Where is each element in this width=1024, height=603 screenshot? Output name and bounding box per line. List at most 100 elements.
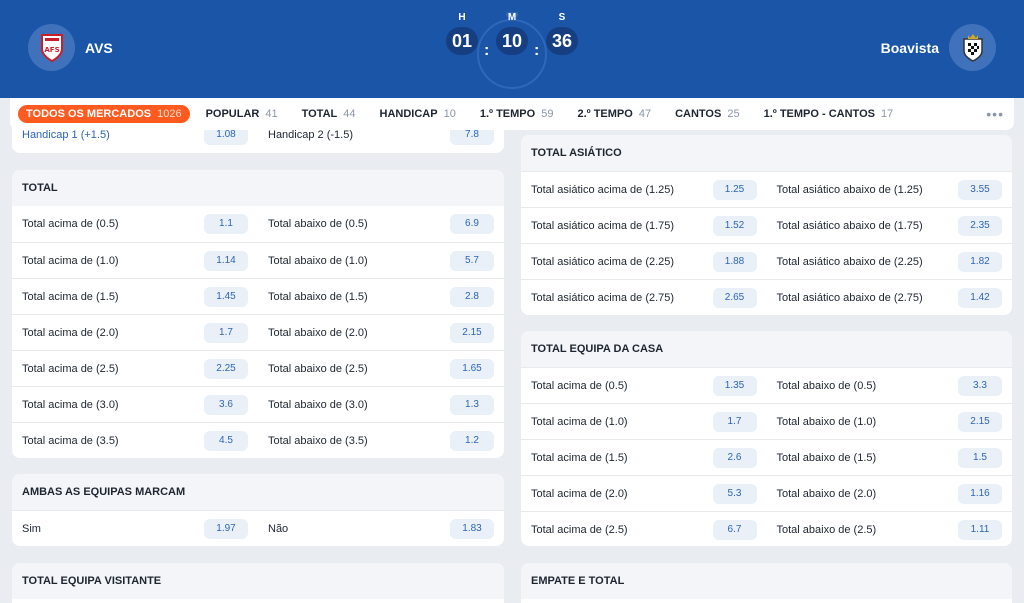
odd-button[interactable]: 3.55 xyxy=(958,179,1002,200)
total-asiatico-panel: TOTAL ASIÁTICO Total asiático acima de (… xyxy=(521,135,1012,315)
home-team[interactable]: AFS AVS xyxy=(28,24,113,71)
selection-label: Total acima de (0.5) xyxy=(531,379,628,392)
odd-button[interactable]: 1.88 xyxy=(712,251,757,272)
selection[interactable]: Total asiático abaixo de (2.25) 1.82 xyxy=(767,251,1013,272)
selection[interactable]: Total abaixo de (2.5) 1.65 xyxy=(258,358,504,379)
selection[interactable]: Total acima de (3.5) 4.5 xyxy=(12,430,258,451)
odd-button[interactable]: 2.25 xyxy=(204,358,248,379)
odd-button[interactable]: 1.14 xyxy=(204,250,248,271)
tab-2-tempo[interactable]: 2.º TEMPO 47 xyxy=(577,108,651,120)
odd-button[interactable]: 1.25 xyxy=(712,179,757,200)
selection[interactable]: Não 1.83 xyxy=(258,518,504,539)
selection-label: Total abaixo de (2.5) xyxy=(268,362,368,375)
odd-button[interactable]: 1.11 xyxy=(958,519,1002,540)
selection[interactable]: Total acima de (2.0) 1.7 xyxy=(12,322,258,343)
odd-button[interactable]: 1.08 xyxy=(204,125,248,145)
selection[interactable]: Total abaixo de (1.5) 1.5 xyxy=(767,447,1013,468)
selection[interactable]: Total asiático abaixo de (2.75) 1.42 xyxy=(767,287,1013,308)
odd-button[interactable]: 1.65 xyxy=(450,358,494,379)
selection[interactable]: Total abaixo de (1.5) 2.8 xyxy=(258,286,504,307)
odd-button[interactable]: 1.7 xyxy=(712,411,757,432)
odd-button[interactable]: 1.5 xyxy=(958,447,1002,468)
market-row: Total acima de (1.5) 2.6 Total abaixo de … xyxy=(521,439,1012,475)
tab-1-tempo[interactable]: 1.º TEMPO 59 xyxy=(480,108,554,120)
handicap-1-selection[interactable]: Handicap 1 (+1.5) 1.08 xyxy=(12,125,258,145)
tab-label: POPULAR xyxy=(205,108,260,120)
timer-minutes-value: 10 xyxy=(496,27,528,55)
tab-cantos[interactable]: CANTOS 25 xyxy=(675,108,740,120)
selection[interactable]: Total asiático acima de (2.75) 2.65 xyxy=(521,287,767,308)
odd-button[interactable]: 1.2 xyxy=(450,430,494,451)
odd-button[interactable]: 7.8 xyxy=(450,125,494,145)
market-row: Total acima de (3.0) 3.6 Total abaixo de … xyxy=(12,386,504,422)
selection[interactable]: Total asiático abaixo de (1.25) 3.55 xyxy=(767,179,1013,200)
selection[interactable]: Total abaixo de (1.0) 5.7 xyxy=(258,250,504,271)
odd-button[interactable]: 2.65 xyxy=(712,287,757,308)
odd-button[interactable]: 3.6 xyxy=(204,394,248,415)
away-team[interactable]: Boavista xyxy=(881,24,996,71)
selection[interactable]: Total abaixo de (2.0) 2.15 xyxy=(258,322,504,343)
selection[interactable]: Total abaixo de (2.0) 1.16 xyxy=(767,483,1013,504)
selection[interactable]: Total asiático acima de (1.25) 1.25 xyxy=(521,179,767,200)
selection-label: Total acima de (2.0) xyxy=(22,326,119,339)
tab-total[interactable]: TOTAL 44 xyxy=(302,108,356,120)
odd-button[interactable]: 2.8 xyxy=(450,286,494,307)
odd-button[interactable]: 2.15 xyxy=(958,411,1002,432)
selection[interactable]: Total asiático acima de (2.25) 1.88 xyxy=(521,251,767,272)
handicap-2-selection[interactable]: Handicap 2 (-1.5) 7.8 xyxy=(258,125,504,145)
odd-button[interactable]: 1.45 xyxy=(204,286,248,307)
selection-label: Total acima de (0.5) xyxy=(22,218,119,230)
market-row: Sim 1.97 Não 1.83 xyxy=(12,510,504,546)
selection[interactable]: Total acima de (1.5) 1.45 xyxy=(12,286,258,307)
odd-button[interactable]: 5.3 xyxy=(712,483,757,504)
selection[interactable]: Total acima de (2.5) 6.7 xyxy=(521,519,767,540)
odd-button[interactable]: 3.3 xyxy=(958,375,1002,396)
selection-label: Total asiático acima de (2.75) xyxy=(531,291,675,304)
odd-button[interactable]: 1.52 xyxy=(712,215,757,236)
odd-button[interactable]: 1.16 xyxy=(958,483,1002,504)
timer-hours-value: 01 xyxy=(446,27,478,55)
selection[interactable]: Sim 1.97 xyxy=(12,518,258,539)
tab-1-tempo-cantos[interactable]: 1.º TEMPO - CANTOS 17 xyxy=(764,108,894,120)
selection[interactable]: Total acima de (1.0) 1.14 xyxy=(12,250,258,271)
odd-button[interactable]: 2.15 xyxy=(450,322,494,343)
panel-title: TOTAL xyxy=(12,170,504,206)
tab-todos-os-mercados[interactable]: TODOS OS MERCADOS 1026 xyxy=(18,105,190,123)
odd-button[interactable]: 4.5 xyxy=(204,430,248,451)
selection[interactable]: Total acima de (1.0) 1.7 xyxy=(521,411,767,432)
selection[interactable]: Total asiático abaixo de (1.75) 2.35 xyxy=(767,215,1013,236)
selection[interactable]: Total acima de (0.5) 1.1 xyxy=(12,214,258,234)
odd-button[interactable]: 2.35 xyxy=(958,215,1002,236)
selection[interactable]: Total abaixo de (1.0) 2.15 xyxy=(767,411,1013,432)
odd-button[interactable]: 1.7 xyxy=(204,322,248,343)
selection[interactable]: Total abaixo de (3.0) 1.3 xyxy=(258,394,504,415)
selection[interactable]: Total abaixo de (0.5) 6.9 xyxy=(258,214,504,234)
selection[interactable]: Total acima de (0.5) 1.35 xyxy=(521,375,767,396)
odd-button[interactable]: 6.7 xyxy=(712,519,757,540)
odd-button[interactable]: 1.83 xyxy=(450,518,494,539)
tab-popular[interactable]: POPULAR 41 xyxy=(206,108,278,120)
selection[interactable]: Total abaixo de (2.5) 1.11 xyxy=(767,519,1013,540)
odd-button[interactable]: 1.82 xyxy=(958,251,1002,272)
odd-button[interactable]: 2.6 xyxy=(712,447,757,468)
selection-label: Total acima de (3.0) xyxy=(22,398,119,411)
odd-button[interactable]: 1.1 xyxy=(204,214,248,234)
odd-button[interactable]: 1.35 xyxy=(712,375,757,396)
selection[interactable]: Total acima de (3.0) 3.6 xyxy=(12,394,258,415)
more-dots-icon[interactable]: ••• xyxy=(986,106,1004,122)
timer-minutes: M 10 xyxy=(496,12,528,55)
selection-label: Total asiático abaixo de (2.75) xyxy=(776,291,923,304)
selection[interactable]: Total abaixo de (0.5) 3.3 xyxy=(767,375,1013,396)
tab-count: 47 xyxy=(638,108,652,120)
odd-button[interactable]: 1.42 xyxy=(958,287,1002,308)
odd-button[interactable]: 6.9 xyxy=(450,214,494,234)
tab-handicap[interactable]: HANDICAP 10 xyxy=(380,108,456,120)
selection[interactable]: Total abaixo de (3.5) 1.2 xyxy=(258,430,504,451)
odd-button[interactable]: 1.97 xyxy=(204,518,248,539)
selection[interactable]: Total acima de (2.5) 2.25 xyxy=(12,358,258,379)
odd-button[interactable]: 1.3 xyxy=(450,394,494,415)
odd-button[interactable]: 5.7 xyxy=(450,250,494,271)
selection[interactable]: Total asiático acima de (1.75) 1.52 xyxy=(521,215,767,236)
selection[interactable]: Total acima de (2.0) 5.3 xyxy=(521,483,767,504)
selection[interactable]: Total acima de (1.5) 2.6 xyxy=(521,447,767,468)
